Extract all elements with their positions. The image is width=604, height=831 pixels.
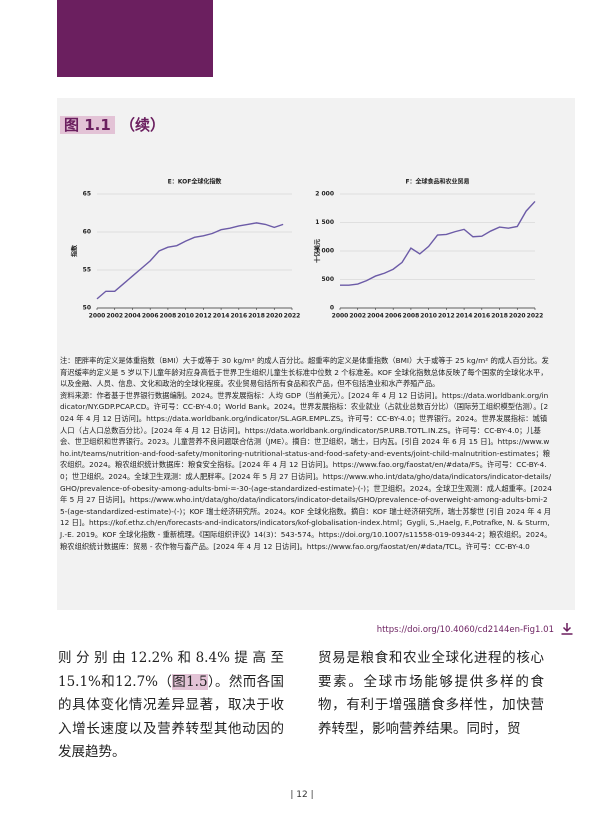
y-tick-label: 55 — [83, 267, 91, 274]
x-tick-label: 2016 — [230, 313, 247, 320]
notes: 注：肥胖率的定义是体重指数（BMI）大于或等于 30 kg/m² 的成人百分比。… — [60, 355, 552, 552]
x-tick-label: 2016 — [473, 313, 490, 320]
x-tick-label: 2010 — [420, 313, 437, 320]
y-tick-label: 2 000 — [315, 191, 334, 198]
page-number: | 12 | — [290, 790, 314, 800]
x-tick-label: 2010 — [177, 313, 194, 320]
y-axis-label: 指数 — [71, 244, 79, 257]
sources: 资料来源：作者基于世界银行数据编制。2024。世界发展指标：人均 GDP（当前美… — [60, 390, 552, 551]
x-tick-label: 2000 — [332, 313, 349, 320]
x-tick-label: 2006 — [385, 313, 402, 320]
y-tick-label: 1 000 — [315, 248, 334, 255]
x-tick-label: 2004 — [124, 313, 141, 320]
note: 注：肥胖率的定义是体重指数（BMI）大于或等于 30 kg/m² 的成人百分比。… — [60, 356, 549, 389]
line-series — [340, 200, 536, 286]
figure-suffix: （续） — [120, 116, 166, 134]
x-tick-label: 2008 — [160, 313, 177, 320]
x-tick-label: 2018 — [491, 313, 508, 320]
x-tick-label: 2012 — [195, 313, 212, 320]
x-tick-label: 2014 — [213, 313, 230, 320]
x-tick-label: 2000 — [89, 313, 106, 320]
x-tick-label: 2008 — [403, 313, 420, 320]
x-tick-label: 2012 — [438, 313, 455, 320]
x-tick-label: 2002 — [106, 313, 123, 320]
download-icon[interactable] — [560, 622, 574, 636]
x-tick-label: 2020 — [509, 313, 526, 320]
doi-link[interactable]: https://doi.org/10.4060/cd2144en-Fig1.01 — [376, 625, 554, 635]
chart-title: F：全球食品和农业贸易 — [405, 178, 469, 186]
text: 则分别由12.2%和8.4%提高至15.1%和12.7%（ — [58, 650, 284, 690]
x-tick-label: 2020 — [266, 313, 283, 320]
y-tick-label: 50 — [83, 305, 91, 312]
header-block — [57, 0, 213, 77]
figure-box — [57, 98, 575, 610]
figure-title: 图 1.1 （续） — [60, 114, 165, 135]
figure-ref[interactable]: 图1.5 — [172, 673, 208, 690]
figure-label: 图 1.1 — [60, 116, 115, 134]
line-series — [96, 222, 284, 300]
y-tick-label: 1 500 — [315, 219, 334, 226]
x-tick-label: 2004 — [367, 313, 384, 320]
x-tick-label: 2022 — [527, 313, 544, 320]
text: ）。然而各国的具体变化情况差异显著，取决于收入增长速度以及营养转型其他动因的发展… — [58, 673, 285, 761]
x-tick-label: 2002 — [349, 313, 366, 320]
x-tick-label: 2018 — [248, 313, 265, 320]
y-axis-label: 十亿美元 — [314, 239, 322, 263]
y-tick-label: 65 — [83, 191, 91, 198]
y-tick-label: 60 — [83, 229, 91, 236]
x-tick-label: 2014 — [456, 313, 473, 320]
y-tick-label: 0 — [330, 305, 334, 312]
x-tick-label: 2022 — [284, 313, 301, 320]
body-left: 则分别由12.2%和8.4%提高至15.1%和12.7%（图1.5）。然而各国的… — [58, 647, 284, 765]
chart-title: E：KOF全球化指数 — [168, 178, 223, 186]
body-right: 贸易是粮食和农业全球化进程的核心要素。全球市场能够提供多样的食物，有利于增强膳食… — [318, 650, 544, 737]
x-tick-label: 2006 — [142, 313, 159, 320]
y-tick-label: 500 — [321, 276, 334, 283]
